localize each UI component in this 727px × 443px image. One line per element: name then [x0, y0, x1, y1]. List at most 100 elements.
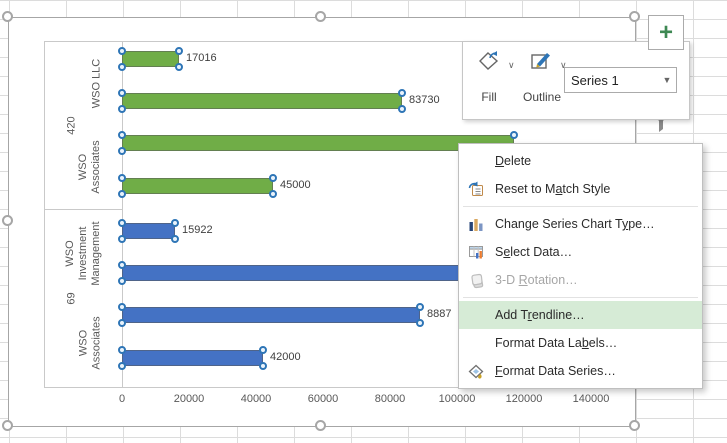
selection-handle[interactable]	[118, 362, 126, 370]
fill-label: Fill	[481, 90, 497, 104]
value-axis-zero-line	[122, 41, 123, 388]
bar-wso-associates[interactable]	[122, 307, 420, 323]
category-label: WSO LLC	[90, 58, 103, 108]
selection-handle[interactable]	[118, 346, 126, 354]
selection-handle[interactable]	[118, 131, 126, 139]
selection-handle[interactable]	[171, 235, 179, 243]
selection-handle[interactable]	[416, 303, 424, 311]
reset-style-icon	[466, 181, 486, 198]
selected-chart-element: Series 1	[571, 72, 619, 88]
menu-item-delete[interactable]: Delete	[459, 147, 702, 175]
chart-element-selector[interactable]: Series 1 ▼	[564, 67, 677, 93]
menu-item-format-data-series[interactable]: Format Data Series…	[459, 357, 702, 385]
selection-handle[interactable]	[118, 63, 126, 71]
category-axis-line	[44, 387, 594, 388]
menu-item-label: Delete	[495, 154, 532, 168]
resize-handle[interactable]	[629, 420, 640, 431]
context-menu: Delete Reset to Match Style Change Series …	[458, 143, 703, 389]
menu-item-label: Add Trendline…	[495, 308, 585, 322]
menu-item-label: Format Data Labels…	[495, 336, 618, 350]
outline-button[interactable]: Outline	[523, 50, 561, 104]
menu-item-change-series-chart-type[interactable]: Change Series Chart Type…	[459, 210, 702, 238]
x-axis-tick-label: 0	[118, 393, 126, 405]
outline-dropdown-chevron-icon[interactable]: ∨	[560, 60, 567, 70]
resize-handle[interactable]	[315, 11, 326, 22]
selection-handle[interactable]	[118, 261, 126, 269]
data-label: 45000	[280, 179, 311, 191]
fill-button[interactable]: Fill	[473, 50, 505, 104]
x-axis-tick-label: 140000	[572, 393, 610, 405]
selection-handle[interactable]	[118, 174, 126, 182]
x-axis-tick-label: 20000	[173, 393, 205, 405]
combo-dropdown-arrow-icon[interactable]: ▼	[662, 75, 672, 85]
selection-handle[interactable]	[118, 235, 126, 243]
chart-type-icon	[466, 216, 486, 232]
bar-wso-investment-management[interactable]	[122, 265, 501, 281]
fill-color-swatch	[475, 80, 503, 88]
menu-item-label: 3-D Rotation…	[495, 273, 578, 287]
menu-item-select-data[interactable]: Select Data…	[459, 238, 702, 266]
selection-handle[interactable]	[398, 89, 406, 97]
data-label: 17016	[186, 52, 217, 64]
resize-handle[interactable]	[2, 11, 13, 22]
chart-elements-plus-icon[interactable]: +	[648, 15, 684, 50]
data-label: 15922	[182, 224, 213, 236]
data-label: 8887	[427, 308, 452, 320]
menu-separator	[463, 297, 698, 298]
menu-item-label: Select Data…	[495, 245, 573, 259]
bar-wso-investment-management[interactable]	[122, 223, 175, 239]
category-label: WSO Investment Management	[63, 221, 102, 286]
menu-item-label: Format Data Series…	[495, 364, 616, 378]
resize-handle[interactable]	[629, 11, 640, 22]
selection-handle[interactable]	[118, 303, 126, 311]
plot-top-line	[44, 41, 594, 42]
selection-handle[interactable]	[398, 105, 406, 113]
bar-wso-associates[interactable]	[122, 350, 263, 366]
selection-handle[interactable]	[118, 319, 126, 327]
bar-wso-associates[interactable]	[122, 178, 273, 194]
selection-handle[interactable]	[175, 47, 183, 55]
bar-wso-associates[interactable]	[122, 135, 514, 151]
selection-handle[interactable]	[118, 105, 126, 113]
data-label: 42000	[270, 351, 301, 363]
x-axis-tick-label: 120000	[505, 393, 543, 405]
menu-item-format-data-labels[interactable]: Format Data Labels…	[459, 329, 702, 357]
select-data-icon	[466, 244, 486, 260]
selection-handle[interactable]	[510, 131, 518, 139]
menu-item-reset-to-match-style[interactable]: Reset to Match Style	[459, 175, 702, 203]
fill-dropdown-chevron-icon[interactable]: ∨	[508, 60, 515, 70]
category-label: WSO Associates	[77, 140, 102, 194]
paint-bucket-icon	[466, 363, 486, 380]
x-axis-tick-label: 80000	[374, 393, 406, 405]
selection-handle[interactable]	[118, 190, 126, 198]
label-area-left-line	[44, 41, 45, 388]
resize-handle[interactable]	[2, 420, 13, 431]
selection-handle[interactable]	[416, 319, 424, 327]
selection-handle[interactable]	[259, 346, 267, 354]
outline-color-swatch	[527, 80, 555, 88]
x-axis-tick-label: 40000	[240, 393, 272, 405]
menu-item-add-trendline[interactable]: Add Trendline…	[459, 301, 702, 329]
selection-handle[interactable]	[118, 89, 126, 97]
selection-handle[interactable]	[269, 190, 277, 198]
outline-pencil-icon	[528, 53, 554, 76]
cube-icon	[466, 272, 486, 289]
category-label: WSO Associates	[77, 315, 102, 370]
x-axis-tick-label: 100000	[438, 393, 476, 405]
menu-item-label: Change Series Chart Type…	[495, 217, 655, 231]
data-label: 83730	[409, 94, 440, 106]
selection-handle[interactable]	[118, 277, 126, 285]
selection-handle[interactable]	[118, 147, 126, 155]
group-separator-line	[44, 209, 122, 210]
selection-handle[interactable]	[259, 362, 267, 370]
bar-wso-llc[interactable]	[122, 93, 402, 109]
bar-wso-llc[interactable]	[122, 51, 179, 67]
menu-separator	[463, 206, 698, 207]
selection-handle[interactable]	[175, 63, 183, 71]
selection-handle[interactable]	[171, 219, 179, 227]
resize-handle[interactable]	[2, 215, 13, 226]
selection-handle[interactable]	[269, 174, 277, 182]
selection-handle[interactable]	[118, 219, 126, 227]
resize-handle[interactable]	[315, 420, 326, 431]
selection-handle[interactable]	[118, 47, 126, 55]
